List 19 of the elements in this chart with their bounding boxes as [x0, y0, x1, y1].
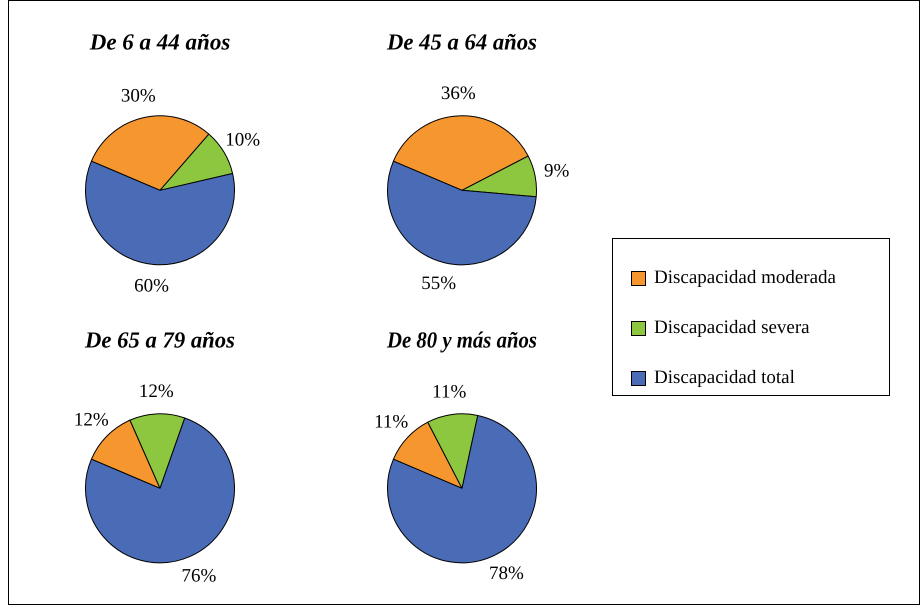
data-label: 11%: [374, 412, 408, 433]
legend-label: Discapacidad moderada: [654, 267, 836, 289]
data-label: 60%: [134, 275, 170, 296]
data-label: 55%: [421, 272, 456, 294]
data-label: 36%: [440, 82, 476, 104]
data-label: 10%: [225, 130, 260, 151]
chart-title: De 45 a 64 años: [386, 30, 538, 55]
data-label: 12%: [138, 380, 174, 402]
data-label: 30%: [120, 85, 156, 106]
legend-label: Discapacidad severa: [654, 317, 810, 339]
chart-title: De 6 a 44 años: [88, 30, 230, 55]
data-label: 9%: [544, 160, 570, 182]
data-label: 12%: [74, 410, 109, 431]
data-label: 78%: [488, 562, 524, 584]
data-label: 11%: [432, 382, 466, 403]
data-label: 76%: [182, 566, 217, 587]
legend-label: Discapacidad total: [654, 367, 795, 389]
chart-title: De 80 y más años: [386, 326, 537, 353]
chart-title: De 65 a 79 años: [84, 328, 236, 353]
